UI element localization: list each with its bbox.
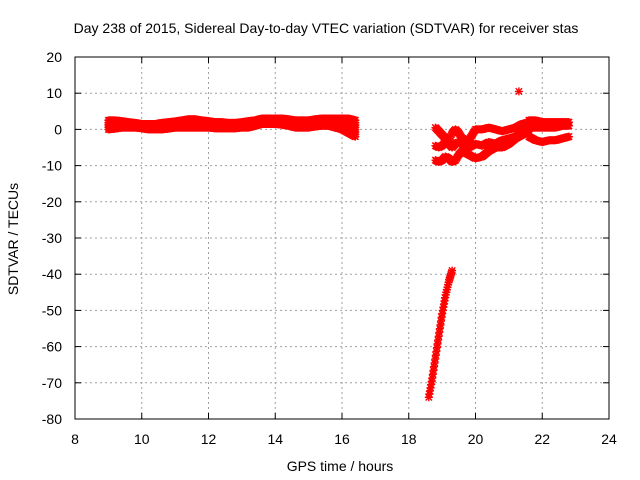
- data-point-late-band: [564, 121, 573, 130]
- x-tick-label: 12: [201, 431, 217, 447]
- y-tick-label: -40: [42, 266, 62, 282]
- x-tick-label: 8: [71, 431, 79, 447]
- chart-title: Day 238 of 2015, Sidereal Day-to-day VTE…: [74, 20, 579, 36]
- ticks: 8 10 12 14 16 18 20 22 24 20 10 0 -10 -20 -30 -40 -50 -60…: [42, 49, 617, 447]
- x-tick-label: 20: [468, 431, 484, 447]
- y-tick-label: -70: [42, 375, 62, 391]
- x-tick-label: 22: [534, 431, 550, 447]
- y-tick-label: 0: [54, 121, 62, 137]
- data-point-late-band: [564, 132, 573, 141]
- y-tick-label: 20: [46, 49, 62, 65]
- y-tick-label: -80: [42, 411, 62, 427]
- y-tick-label: -60: [42, 339, 62, 355]
- grid: [75, 57, 609, 419]
- data-point-steep-descent: [448, 266, 457, 275]
- y-axis-label: SDTVAR / TECUs: [5, 183, 21, 295]
- x-axis-label: GPS time / hours: [287, 458, 394, 474]
- x-tick-label: 14: [267, 431, 283, 447]
- data-points: [104, 87, 573, 402]
- y-tick-label: 10: [46, 85, 62, 101]
- data-point-band-day: [351, 118, 360, 127]
- x-tick-label: 18: [401, 431, 417, 447]
- y-tick-label: -30: [42, 230, 62, 246]
- x-tick-label: 10: [134, 431, 150, 447]
- y-tick-label: -50: [42, 302, 62, 318]
- x-tick-label: 16: [334, 431, 350, 447]
- y-tick-label: -10: [42, 158, 62, 174]
- y-tick-label: -20: [42, 194, 62, 210]
- data-point-outlier: [514, 87, 523, 96]
- x-tick-label: 24: [601, 431, 617, 447]
